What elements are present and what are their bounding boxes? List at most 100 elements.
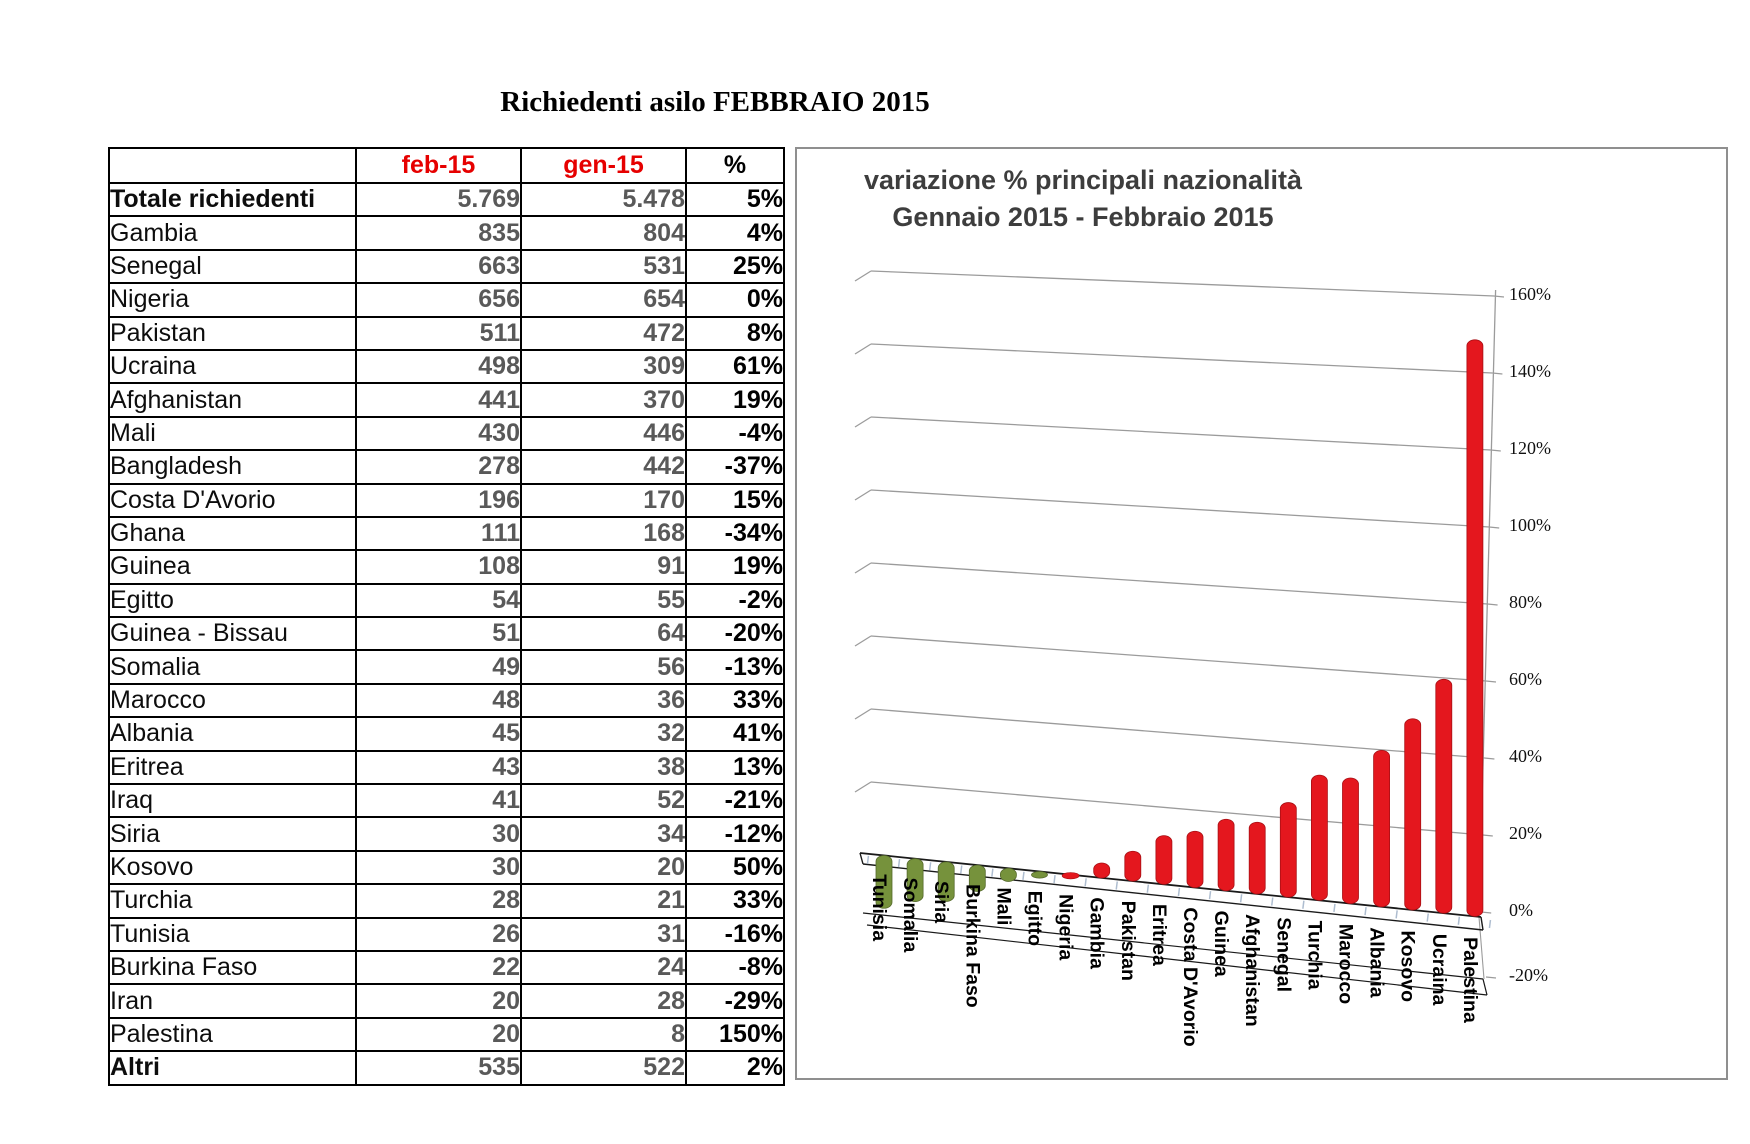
category-tick (1084, 878, 1087, 887)
gen-value-cell: 56 (520, 649, 687, 685)
chart-bar-siria (937, 861, 955, 902)
feb-value-cell: 535 (355, 1050, 522, 1086)
country-cell: Senegal (108, 248, 357, 285)
gen-value-cell: 24 (520, 949, 687, 986)
table-row: Iran 20 28 -29% (108, 983, 785, 1019)
country-cell: Nigeria (108, 282, 357, 318)
chart-frame (795, 147, 1728, 1080)
chart-bar-costa-d-avorio (1186, 830, 1204, 888)
gen-value-cell: 38 (520, 749, 687, 786)
category-label: Turchia (1303, 921, 1325, 990)
gridline (870, 416, 1491, 451)
gen-value-cell: 31 (520, 916, 687, 952)
table-row: Costa D'Avorio 196 170 15% (108, 482, 785, 518)
category-tick (1395, 910, 1398, 919)
table-row: Marocco 48 36 33% (108, 682, 785, 719)
floor-left-edge (859, 852, 864, 865)
gridline-wall-edge (854, 562, 872, 574)
category-label: Afghanistan (1241, 914, 1263, 1027)
category-label: Burkina Faso (961, 884, 983, 1008)
country-cell: Eritrea (108, 749, 357, 786)
gen-value-cell: 55 (520, 582, 687, 619)
y-axis-label: 160% (1509, 284, 1551, 304)
lower-floor-front-edge (866, 924, 1488, 996)
pct-value-cell: 25% (685, 248, 785, 285)
category-label: Siria (930, 881, 952, 923)
feb-value-cell: 20 (355, 1016, 522, 1053)
pct-value-cell: 0% (685, 282, 785, 318)
country-cell: Ghana (108, 515, 357, 552)
gen-value-cell: 8 (520, 1016, 687, 1053)
category-label: Nigeria (1055, 894, 1077, 960)
gridline (870, 562, 1488, 605)
gen-value-cell: 522 (520, 1050, 687, 1086)
category-label: Somalia (899, 878, 921, 953)
gen-value-cell: 64 (520, 616, 687, 652)
gridline-wall-edge (854, 270, 872, 282)
variation-chart: variazione % principali nazionalità Genna… (795, 147, 1728, 1080)
table-row: Turchia 28 21 33% (108, 883, 785, 919)
table-row: Gambia 835 804 4% (108, 215, 785, 251)
y-axis-tick (1493, 295, 1505, 298)
lower-floor-back-edge (862, 912, 1484, 980)
gen-value-cell: 370 (520, 382, 687, 418)
category-tick (1302, 900, 1305, 909)
country-cell: Burkina Faso (108, 949, 357, 986)
feb-value-cell: 43 (355, 749, 522, 786)
category-tick (928, 862, 932, 871)
table-row: Tunisia 26 31 -16% (108, 916, 785, 952)
table-row: Kosovo 30 20 50% (108, 849, 785, 886)
pct-value-cell: 41% (685, 716, 785, 752)
y-axis-label: -20% (1509, 965, 1548, 985)
table-row: Ucraina 498 309 61% (108, 348, 785, 385)
category-tick (1271, 897, 1274, 906)
table-row: Albania 45 32 41% (108, 716, 785, 752)
country-cell: Somalia (108, 649, 357, 685)
gridline-wall-edge (854, 781, 872, 793)
y-axis-tick (1485, 680, 1497, 683)
feb-value-cell: 511 (355, 315, 522, 351)
table-row: Altri 535 522 2% (108, 1050, 785, 1086)
category-tick (1457, 916, 1461, 925)
feb-value-cell: 54 (355, 582, 522, 619)
category-label: Ucraina (1428, 934, 1450, 1006)
feb-value-cell: 835 (355, 215, 522, 251)
table-row: Totale richiedenti 5.769 5.478 5% (108, 181, 785, 218)
feb-value-cell: 278 (355, 449, 522, 485)
chart-bar-nigeria (1061, 872, 1080, 880)
chart-bar-eritrea (1155, 835, 1173, 885)
table-row: Guinea - Bissau 51 64 -20% (108, 616, 785, 652)
pct-value-cell: 33% (685, 682, 785, 719)
feb-value-cell: 430 (355, 415, 522, 452)
feb-value-cell: 26 (355, 916, 522, 952)
gen-value-cell: 168 (520, 515, 687, 552)
pct-value-cell: 19% (685, 382, 785, 418)
table-row: Burkina Faso 22 24 -8% (108, 949, 785, 986)
category-label: Pakistan (1117, 901, 1139, 981)
pct-value-cell: -16% (685, 916, 785, 952)
table-row: Siria 30 34 -12% (108, 816, 785, 852)
y-axis-label: 40% (1509, 746, 1542, 766)
pct-value-cell: -21% (685, 783, 785, 819)
table-row: Bangladesh 278 442 -37% (108, 449, 785, 485)
table-row: Iraq 41 52 -21% (108, 783, 785, 819)
lower-floor-right-edge (1482, 978, 1488, 996)
header-empty-cell (108, 147, 357, 184)
country-cell: Mali (108, 415, 357, 452)
feb-value-cell: 28 (355, 883, 522, 919)
table-row: Afghanistan 441 370 19% (108, 382, 785, 418)
gridline-wall-edge (854, 343, 872, 355)
country-cell: Turchia (108, 883, 357, 919)
y-axis-tick (1485, 976, 1497, 979)
table-row: Mali 430 446 -4% (108, 415, 785, 452)
country-cell: Guinea (108, 549, 357, 585)
y-axis-label: 20% (1509, 823, 1542, 843)
feb-value-cell: 51 (355, 616, 522, 652)
chart-bar-mali (999, 867, 1017, 882)
gridline (870, 635, 1487, 682)
chart-bar-marocco (1342, 777, 1359, 904)
pct-value-cell: 4% (685, 215, 785, 251)
country-cell: Egitto (108, 582, 357, 619)
table-row: Ghana 111 168 -34% (108, 515, 785, 552)
pct-value-cell: 8% (685, 315, 785, 351)
